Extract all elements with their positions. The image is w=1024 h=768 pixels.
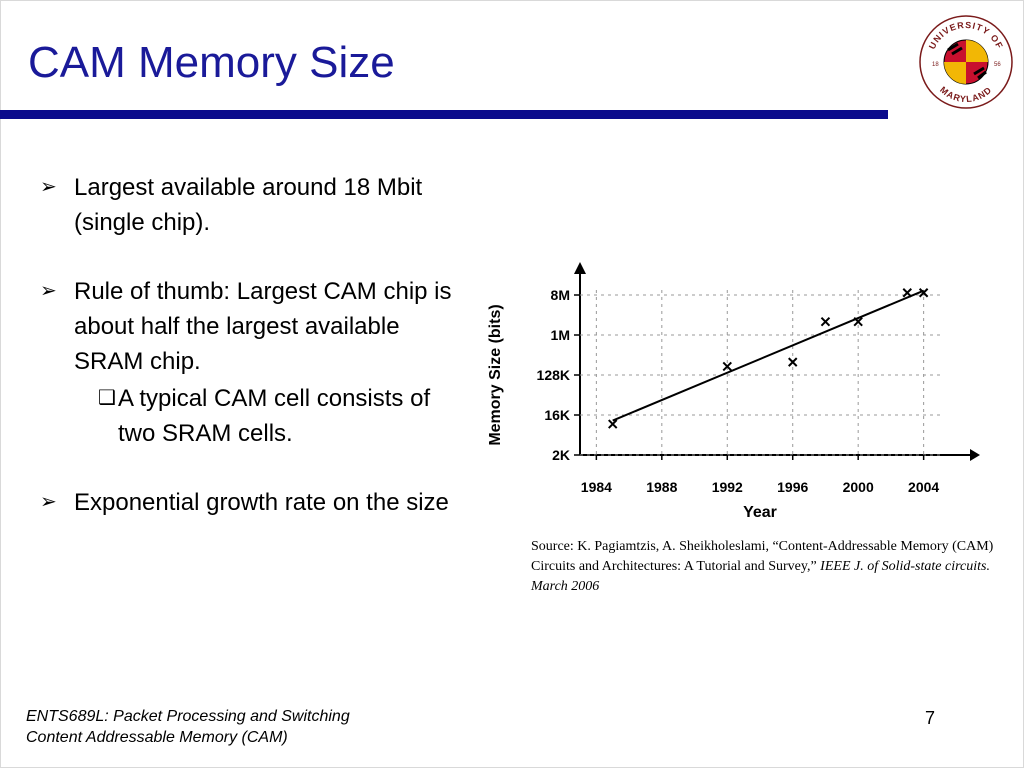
- x-tick-label: 2004: [908, 479, 939, 495]
- data-point-marker: [853, 316, 863, 327]
- title-underline-bar: [0, 110, 888, 119]
- data-point-marker: [918, 288, 929, 298]
- bullet-list: ➢ Largest available around 18 Mbit (sing…: [40, 170, 470, 520]
- x-tick-label: 1996: [777, 479, 808, 495]
- footer-topic: Content Addressable Memory (CAM): [26, 729, 288, 746]
- data-point-marker: [608, 419, 618, 429]
- source-text: Source: K. Pagiamtzis, A. Sheikholeslami…: [531, 539, 994, 574]
- footer-course: ENTS689L: Packet Processing and Switchin…: [26, 708, 350, 725]
- logo-year-left: 18: [932, 62, 939, 68]
- arrow-bullet-icon: ➢: [40, 176, 57, 198]
- trend-line: [612, 289, 925, 422]
- y-tick-label: 1M: [551, 327, 570, 343]
- university-seal-logo: UNIVERSITY OF MARYLAND 18 56: [919, 15, 1013, 109]
- y-tick-label: 16K: [544, 407, 570, 423]
- x-tick-label: 1988: [646, 479, 677, 495]
- y-axis-label: Memory Size (bits): [487, 304, 504, 445]
- y-tick-label: 8M: [551, 287, 570, 303]
- x-tick-label: 1992: [712, 479, 743, 495]
- data-point-marker: [902, 288, 912, 298]
- page-number: 7: [925, 708, 936, 728]
- logo-year-right: 56: [994, 62, 1001, 68]
- data-point-marker: [820, 316, 831, 327]
- bullet-item: ➢ Largest available around 18 Mbit (sing…: [40, 170, 470, 240]
- arrow-bullet-icon: ➢: [40, 491, 57, 513]
- bullet-item: ➢ Rule of thumb: Largest CAM chip is abo…: [40, 274, 470, 379]
- source-journal: IEEE J. of Solid-state circuits. March 2…: [531, 559, 990, 594]
- slide-title: CAM Memory Size: [28, 38, 395, 87]
- arrow-bullet-icon: ➢: [40, 280, 57, 302]
- x-tick-label: 1984: [581, 479, 612, 495]
- source-citation: Source: K. Pagiamtzis, A. Sheikholeslami…: [531, 537, 1001, 597]
- bullet-text: Rule of thumb: Largest CAM chip is about…: [74, 278, 452, 375]
- sub-bullet-text: A typical CAM cell consists of two SRAM …: [118, 385, 431, 447]
- memory-size-chart: 2K 16K 128K 1M 8M 1984 1988 1992 1996 2000 2004 Yea…: [487, 262, 980, 521]
- x-axis-label: Year: [743, 504, 777, 521]
- y-tick-label: 128K: [537, 367, 570, 383]
- x-tick-label: 2000: [843, 479, 874, 495]
- bullet-item: ➢ Exponential growth rate on the size: [40, 485, 470, 520]
- bullet-text: Largest available around 18 Mbit (single…: [74, 174, 423, 236]
- footer: ENTS689L: Packet Processing and Switchin…: [26, 706, 350, 748]
- data-point-marker: [788, 357, 798, 367]
- checkbox-bullet-icon: ❑: [98, 387, 116, 409]
- bullet-text: Exponential growth rate on the size: [74, 489, 449, 516]
- data-point-marker: [722, 361, 732, 372]
- sub-bullet-item: ❑ A typical CAM cell consists of two SRA…: [74, 381, 470, 451]
- x-axis-arrow: [970, 449, 980, 461]
- y-axis-arrow: [574, 262, 586, 274]
- y-tick-label: 2K: [552, 447, 570, 463]
